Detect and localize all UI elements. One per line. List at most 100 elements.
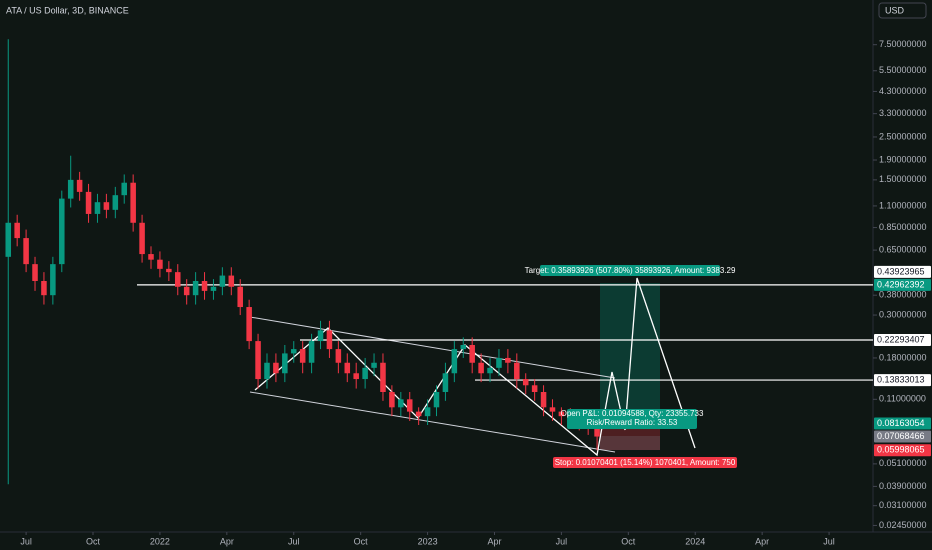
candle-body <box>505 357 511 363</box>
candle-body <box>246 307 252 342</box>
x-tick-label: Oct <box>86 536 101 546</box>
candle-body <box>237 286 243 308</box>
price-label-bg <box>874 374 931 387</box>
x-tick-label: Oct <box>354 536 369 546</box>
price-label: 0.43923965 <box>877 266 925 276</box>
y-tick-label: 1.50000000 <box>879 174 927 184</box>
stop-tag-bg <box>553 457 737 468</box>
y-tick-label: 0.65000000 <box>879 244 927 254</box>
candle-body <box>460 345 467 350</box>
price-label-bg <box>874 278 931 291</box>
candle-body <box>210 286 217 291</box>
y-tick-label: 0.11000000 <box>879 394 926 404</box>
candle-body <box>398 399 404 408</box>
candle-body <box>175 272 181 287</box>
candle-body <box>41 280 47 296</box>
candle-body <box>183 286 190 296</box>
candle-body <box>380 362 386 393</box>
candle-body <box>32 264 38 281</box>
candle-body <box>389 392 395 408</box>
candle-body <box>433 392 440 408</box>
price-label-bg <box>874 333 931 346</box>
candle-body <box>282 353 288 374</box>
candle-body <box>166 268 172 273</box>
y-tick-label: 5.50000000 <box>879 65 927 75</box>
target-tag: Target: 0.35893926 (507.80%) 35893926, A… <box>525 266 736 275</box>
x-tick-label: Apr <box>487 536 501 546</box>
y-tick-label: 0.03100000 <box>879 500 927 510</box>
candle-body <box>264 362 270 380</box>
x-tick-label: 2023 <box>418 536 438 546</box>
candle-body <box>103 202 110 210</box>
y-tick-label: 0.03900000 <box>879 481 927 491</box>
candle-body <box>406 399 413 412</box>
candle-body <box>540 392 547 408</box>
pnl-tag-bg <box>567 409 697 429</box>
candle-body <box>201 280 208 291</box>
y-tick-label: 0.30000000 <box>879 309 927 319</box>
target-tag-bg <box>540 265 720 276</box>
candle-body <box>192 280 199 296</box>
y-tick-label: 0.38000000 <box>879 290 927 300</box>
candle-body <box>76 179 83 192</box>
candle-body <box>94 202 101 214</box>
x-tick-label: 2022 <box>150 536 170 546</box>
candle-body <box>14 222 20 239</box>
x-tick-label: Apr <box>220 536 234 546</box>
candle-body <box>362 367 368 380</box>
target-zone <box>600 283 660 423</box>
price-label-bg <box>874 265 931 278</box>
candle-body <box>299 349 306 363</box>
price-label: 0.13833013 <box>877 374 925 384</box>
candle-body <box>558 411 565 417</box>
channel-lower <box>249 391 616 453</box>
x-tick-label: Oct <box>621 536 636 546</box>
candle-body <box>549 407 556 412</box>
candle-body <box>273 362 279 374</box>
candle-body <box>335 349 342 363</box>
candle-body <box>451 349 458 374</box>
y-tick-label: 0.05100000 <box>879 458 927 468</box>
y-tick-label: 2.50000000 <box>879 131 927 141</box>
candle-body <box>85 191 92 214</box>
price-label-bg <box>874 444 931 457</box>
candle-body <box>531 385 538 393</box>
candle-body <box>442 373 449 393</box>
channel-upper <box>249 316 616 379</box>
candle-body <box>424 407 431 417</box>
candle-body <box>139 222 145 255</box>
candle-body <box>308 341 315 363</box>
candle-body <box>522 379 529 386</box>
candle-body <box>344 362 351 374</box>
candle-body <box>23 238 29 265</box>
pnl-tag: Open P&L: 0.01094588, Qty: 23355.733 <box>561 409 704 418</box>
candle-body <box>130 182 136 223</box>
candle-body <box>255 341 261 380</box>
x-tick-label: Jul <box>20 536 32 546</box>
price-label: 0.07068466 <box>877 431 925 441</box>
y-tick-label: 0.18000000 <box>879 352 927 362</box>
currency-box <box>878 2 927 19</box>
y-tick-label: 1.10000000 <box>879 200 927 210</box>
x-tick-label: Jul <box>288 536 300 546</box>
pnl-zone <box>600 436 660 450</box>
x-tick-label: Apr <box>755 536 769 546</box>
candle-body <box>469 345 475 363</box>
risk-reward-tag: Risk/Reward Ratio: 33.53 <box>587 418 678 427</box>
candle-body <box>353 373 359 380</box>
x-tick-label: 2024 <box>685 536 705 546</box>
price-label: 0.08163054 <box>877 418 925 428</box>
y-tick-label: 0.02450000 <box>879 520 927 530</box>
candles <box>5 39 600 485</box>
y-tick-label: 0.85000000 <box>879 222 927 232</box>
candle-body <box>228 275 235 287</box>
candle-body <box>487 367 493 374</box>
candle-body <box>415 411 422 417</box>
candle-body <box>478 362 484 374</box>
y-tick-label: 4.30000000 <box>879 86 927 96</box>
price-label: 0.22293407 <box>877 334 925 344</box>
price-label-bg <box>874 430 931 443</box>
stop-tag: Stop: 0.01070401 (15.14%) 1070401, Amoun… <box>555 458 736 467</box>
